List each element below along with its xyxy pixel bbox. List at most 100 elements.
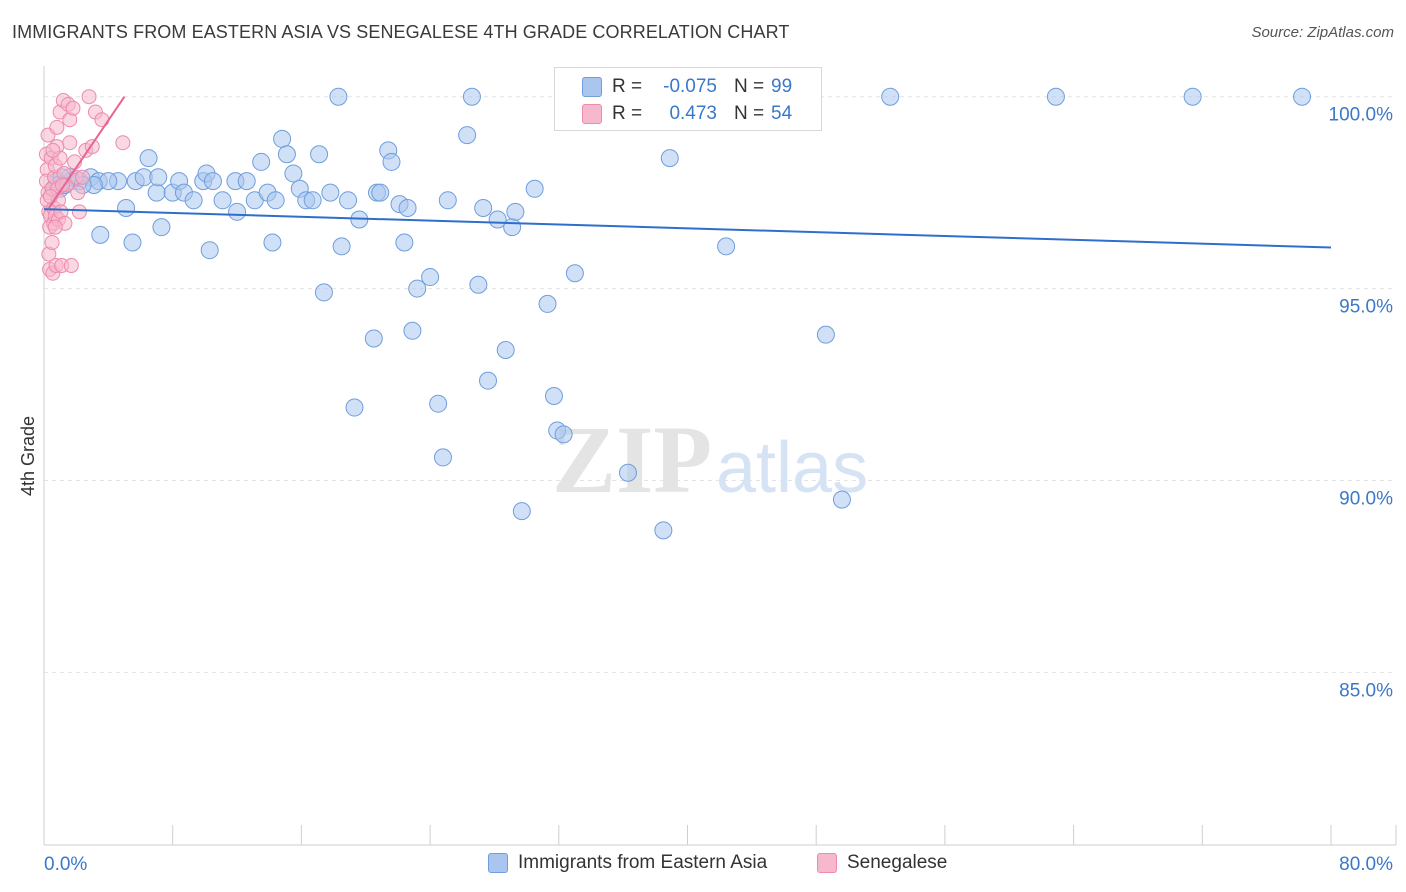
data-point-eastern-asia — [458, 126, 477, 145]
data-point-eastern-asia — [660, 149, 679, 168]
stats-r-label: R = — [612, 103, 643, 124]
data-point-eastern-asia — [438, 191, 457, 210]
data-point-eastern-asia — [1183, 87, 1202, 106]
data-point-eastern-asia — [474, 198, 493, 217]
stats-row-blue: R = -0.075 N = 99 — [555, 73, 823, 99]
y-tick-labels: 100.0% 95.0% 90.0% 85.0% — [1329, 105, 1394, 702]
data-point-senegalese — [75, 169, 91, 185]
data-point-eastern-asia — [123, 233, 142, 252]
watermark: ZIP atlas — [552, 406, 868, 513]
data-point-eastern-asia — [433, 448, 452, 467]
data-point-senegalese — [71, 204, 87, 220]
data-point-senegalese — [42, 188, 58, 204]
data-point-eastern-asia — [421, 268, 440, 287]
legend-swatch-blue — [488, 853, 508, 873]
data-point-eastern-asia — [149, 168, 168, 187]
data-point-eastern-asia — [213, 191, 232, 210]
data-point-eastern-asia — [538, 294, 557, 313]
data-point-senegalese — [115, 135, 131, 151]
legend: Immigrants from Eastern Asia Senegalese — [0, 852, 1406, 878]
data-point-eastern-asia — [429, 394, 448, 413]
data-point-eastern-asia — [382, 152, 401, 171]
stats-n-value-pink: 54 — [771, 103, 793, 124]
data-point-eastern-asia — [496, 340, 515, 359]
source-label: Source: ZipAtlas.com — [1251, 24, 1394, 41]
data-point-eastern-asia — [228, 202, 247, 221]
legend-label-senegalese: Senegalese — [847, 852, 948, 873]
stats-r-value-blue: -0.075 — [663, 76, 717, 97]
data-point-eastern-asia — [314, 283, 333, 302]
data-point-eastern-asia — [263, 233, 282, 252]
data-point-eastern-asia — [117, 198, 136, 217]
stats-swatch-blue — [582, 77, 602, 97]
data-point-eastern-asia — [1293, 87, 1312, 106]
data-point-eastern-asia — [618, 463, 637, 482]
data-point-eastern-asia — [506, 202, 525, 221]
data-point-eastern-asia — [565, 264, 584, 283]
y-tick-label: 85.0% — [1339, 680, 1393, 701]
data-point-eastern-asia — [147, 183, 166, 202]
data-point-senegalese — [45, 142, 61, 158]
x-tick-label-min: 0.0% — [44, 854, 87, 875]
legend-item-senegalese[interactable]: Senegalese — [817, 852, 947, 874]
data-point-eastern-asia — [91, 225, 110, 244]
data-point-eastern-asia — [1046, 87, 1065, 106]
stats-n-label: N = — [734, 103, 765, 124]
data-point-eastern-asia — [364, 329, 383, 348]
data-point-eastern-asia — [284, 164, 303, 183]
data-point-eastern-asia — [152, 218, 171, 237]
data-point-eastern-asia — [203, 172, 222, 191]
trend-lines — [43, 96, 1332, 249]
data-point-eastern-asia — [544, 387, 563, 406]
data-point-eastern-asia — [462, 87, 481, 106]
x-tick-label-max: 80.0% — [1339, 854, 1393, 875]
x-tick-labels: 0.0% 80.0% — [44, 854, 1393, 875]
trend-line-eastern-asia — [43, 208, 1332, 249]
data-point-eastern-asia — [200, 241, 219, 260]
data-point-senegalese — [47, 219, 63, 235]
data-point-eastern-asia — [184, 191, 203, 210]
data-point-eastern-asia — [395, 233, 414, 252]
legend-label-eastern-asia: Immigrants from Eastern Asia — [518, 852, 768, 873]
data-point-eastern-asia — [469, 275, 488, 294]
data-point-senegalese — [94, 112, 110, 128]
stats-swatch-pink — [582, 104, 602, 124]
data-point-eastern-asia — [332, 237, 351, 256]
data-point-eastern-asia — [525, 179, 544, 198]
data-point-eastern-asia — [310, 145, 329, 164]
watermark-zip: ZIP — [552, 406, 712, 513]
data-point-eastern-asia — [273, 129, 292, 148]
legend-item-eastern-asia[interactable]: Immigrants from Eastern Asia — [488, 852, 767, 874]
data-point-eastern-asia — [816, 325, 835, 344]
data-point-eastern-asia — [303, 191, 322, 210]
data-point-eastern-asia — [277, 145, 296, 164]
data-point-eastern-asia — [554, 425, 573, 444]
trend-line-senegalese — [47, 96, 126, 209]
stats-row-pink: R = 0.473 N = 54 — [555, 100, 823, 126]
data-point-senegalese — [81, 89, 97, 105]
y-tick-label: 90.0% — [1339, 488, 1393, 509]
data-point-eastern-asia — [266, 191, 285, 210]
data-point-eastern-asia — [329, 87, 348, 106]
data-point-eastern-asia — [339, 191, 358, 210]
data-point-eastern-asia — [503, 218, 522, 237]
chart-title: IMMIGRANTS FROM EASTERN ASIA VS SENEGALE… — [12, 22, 790, 42]
data-point-eastern-asia — [654, 521, 673, 540]
y-axis-label: 4th Grade — [18, 416, 38, 496]
data-point-eastern-asia — [479, 371, 498, 390]
stats-box: R = -0.075 N = 99 R = 0.473 N = 54 — [554, 67, 822, 131]
data-point-eastern-asia — [398, 198, 417, 217]
data-point-eastern-asia — [881, 87, 900, 106]
data-point-eastern-asia — [252, 152, 271, 171]
stats-r-label: R = — [612, 76, 643, 97]
data-point-eastern-asia — [408, 279, 427, 298]
data-point-eastern-asia — [139, 149, 158, 168]
data-point-eastern-asia — [512, 502, 531, 521]
y-tick-label: 100.0% — [1329, 105, 1394, 126]
stats-r-value-pink: 0.473 — [669, 103, 717, 124]
data-point-senegalese — [62, 135, 78, 151]
data-point-eastern-asia — [717, 237, 736, 256]
data-point-senegalese — [70, 185, 86, 201]
stats-n-label: N = — [734, 76, 765, 97]
